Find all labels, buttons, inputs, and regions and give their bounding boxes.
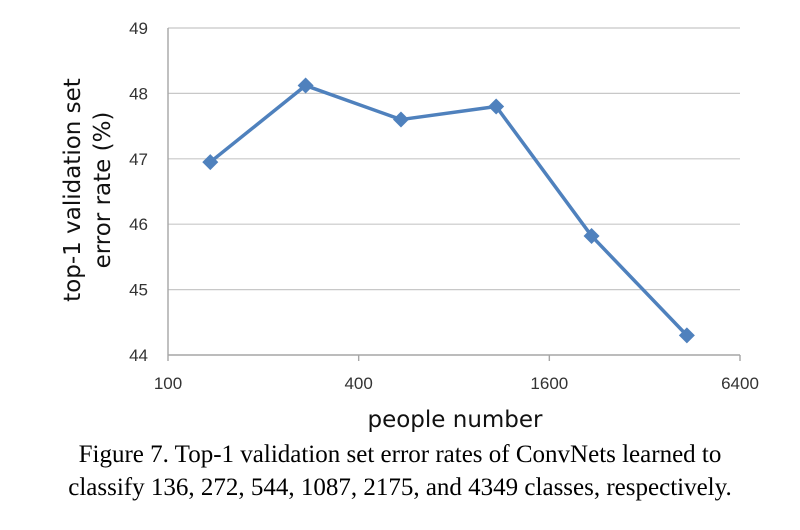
y-tick-label: 45 xyxy=(129,281,148,300)
y-tick-label: 47 xyxy=(129,150,148,169)
y-tick-label: 44 xyxy=(129,346,148,365)
x-tick-label: 6400 xyxy=(721,374,759,393)
caption-line-2: classify 136, 272, 544, 1087, 2175, and … xyxy=(68,474,732,501)
x-tick-label: 1600 xyxy=(530,374,568,393)
data-point-marker xyxy=(583,227,600,244)
y-axis-title: top-1 validation set error rate (%) xyxy=(60,78,116,302)
tick-labels: 44 45 46 47 48 49 100 400 1600 6400 xyxy=(129,19,759,393)
data-point-marker xyxy=(297,77,314,94)
data-point-marker xyxy=(392,111,409,128)
y-axis-title-line-2: error rate (%) xyxy=(90,112,116,269)
data-point-marker xyxy=(202,154,219,171)
y-axis-title-line-1: top-1 validation set xyxy=(60,78,86,302)
data-series xyxy=(202,77,695,344)
figure-caption: Figure 7. Top-1 validation set error rat… xyxy=(0,438,800,504)
x-tick-label: 100 xyxy=(154,374,182,393)
x-axis-title: people number xyxy=(367,407,543,433)
series-line xyxy=(209,83,689,337)
axes xyxy=(167,28,741,361)
data-point-marker xyxy=(488,98,505,115)
gridlines xyxy=(168,27,740,291)
line-chart: 44 45 46 47 48 49 100 400 1600 6400 people number… xyxy=(60,19,759,433)
y-tick-label: 49 xyxy=(129,19,148,38)
y-tick-label: 48 xyxy=(129,84,148,103)
caption-line-1: Figure 7. Top-1 validation set error rat… xyxy=(78,441,722,468)
data-point-marker xyxy=(678,327,695,344)
y-tick-label: 46 xyxy=(129,215,148,234)
x-tick-label: 400 xyxy=(344,374,372,393)
